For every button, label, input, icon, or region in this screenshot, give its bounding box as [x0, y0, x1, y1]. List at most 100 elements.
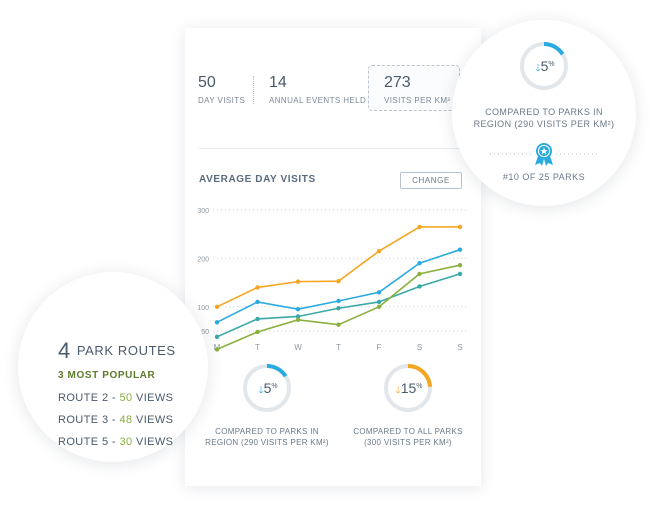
route-name: ROUTE 5 -	[58, 436, 120, 448]
stat-highlight-box[interactable]	[368, 65, 460, 111]
stat-annual-events: 14 ANNUAL EVENTS HELD	[269, 74, 366, 105]
average-day-visits-chart: 50100200300MTWTFSS	[197, 208, 468, 352]
donut-value: 5	[541, 58, 549, 74]
data-point	[295, 314, 301, 319]
chart-title: AVERAGE DAY VISITS	[199, 174, 316, 185]
data-point	[417, 261, 422, 266]
data-point	[336, 306, 341, 311]
route-name: ROUTE 2 -	[58, 392, 120, 404]
donut-arc	[243, 364, 291, 412]
region-comparison-callout: 🡓5% COMPARED TO PARKS IN REGION (290 VIS…	[452, 20, 636, 206]
donut-arc	[520, 42, 568, 90]
y-tick-label: 100	[197, 305, 209, 312]
donut-arc	[384, 364, 432, 412]
divider	[199, 148, 467, 149]
donut-value: 5	[264, 380, 272, 396]
data-point	[255, 285, 260, 290]
park-routes-callout: 4 PARK ROUTES 3 MOST POPULAR ROUTE 2 - 50…	[18, 272, 208, 462]
data-point	[295, 307, 301, 312]
stat-divider	[253, 76, 255, 104]
data-point	[295, 317, 301, 323]
data-point	[255, 329, 260, 335]
data-point	[457, 224, 463, 230]
data-point	[376, 304, 382, 309]
donut-chart: 🡓15%	[384, 364, 432, 412]
x-tick-label: T	[336, 343, 341, 352]
donut-caption-line-1: COMPARED TO PARKS IN	[215, 427, 319, 436]
data-point	[336, 298, 341, 304]
donut-chart: 🡓5%	[520, 42, 568, 90]
data-point	[214, 320, 220, 325]
data-point	[417, 284, 422, 289]
data-point	[255, 316, 260, 322]
donut-chart: 🡓5%	[243, 364, 291, 412]
park-rank: #10 OF 25 PARKS	[502, 172, 586, 182]
donut-label: 🡓5%	[258, 380, 277, 396]
award-divider	[490, 143, 598, 166]
routes-title-text: PARK ROUTES	[76, 343, 176, 358]
x-tick-label: T	[255, 343, 260, 352]
x-tick-label: F	[377, 343, 382, 352]
stat-label: VISITS PER KM²	[384, 96, 451, 105]
routes-count: 4	[58, 338, 71, 363]
stat-label: ANNUAL EVENTS HELD	[269, 96, 367, 105]
data-point	[376, 248, 382, 254]
data-point	[457, 262, 463, 268]
route-views-suffix: VIEWS	[132, 414, 174, 426]
donut-unit: %	[271, 383, 277, 390]
data-point	[214, 334, 220, 340]
data-point	[417, 224, 422, 230]
data-point	[336, 278, 341, 284]
donut-unit: %	[548, 61, 554, 68]
route-name: ROUTE 3 -	[58, 414, 120, 426]
down-arrow-icon: 🡓	[258, 385, 263, 396]
donut-label: 🡓15%	[395, 380, 422, 396]
routes-title: 4 PARK ROUTES	[58, 338, 176, 364]
down-arrow-icon: 🡓	[535, 63, 540, 74]
x-tick-label: W	[294, 343, 302, 352]
x-tick-label: S	[417, 343, 422, 352]
data-point	[457, 247, 463, 252]
route-views-suffix: VIEWS	[132, 392, 174, 404]
y-tick-label: 200	[197, 256, 209, 263]
donut-value: 15	[401, 380, 417, 396]
stat-label: DAY VISITS	[198, 96, 246, 105]
route-views-suffix: VIEWS	[132, 436, 174, 448]
stat-value: 50	[198, 74, 216, 91]
data-point	[255, 299, 260, 305]
routes-subtitle: 3 MOST POPULAR	[58, 370, 156, 381]
down-arrow-icon: 🡓	[395, 385, 400, 396]
donut-region: 🡓5% COMPARED TO PARKS IN REGION (290 VIS…	[199, 362, 335, 448]
stat-visits-per-km: 273 VISITS PER KM²	[384, 74, 451, 105]
data-point	[214, 347, 220, 352]
data-point	[376, 299, 382, 305]
change-button[interactable]: CHANGE	[400, 172, 462, 189]
route-item[interactable]: ROUTE 3 - 48 VIEWS	[58, 414, 173, 426]
data-point	[417, 271, 422, 277]
route-item[interactable]: ROUTE 2 - 50 VIEWS	[58, 392, 173, 404]
donut-all-parks: 🡓15% COMPARED TO ALL PARKS (300 VISITS P…	[335, 362, 481, 448]
route-views: 48	[119, 414, 133, 426]
donut-caption-line-1: COMPARED TO ALL PARKS	[353, 427, 463, 436]
x-tick-label: S	[457, 343, 462, 352]
data-point	[336, 322, 341, 327]
route-views: 30	[119, 436, 133, 448]
data-point	[295, 279, 301, 284]
stat-value: 14	[269, 74, 287, 91]
award-badge-icon	[535, 143, 553, 166]
route-views: 50	[119, 392, 133, 404]
route-item[interactable]: ROUTE 5 - 30 VIEWS	[58, 436, 173, 448]
data-point	[457, 271, 463, 277]
donut-label: 🡓5%	[535, 58, 554, 74]
data-point	[376, 290, 382, 295]
y-tick-label: 300	[197, 208, 209, 215]
region-caption-line-2: REGION (290 VISITS PER KM²)	[473, 119, 615, 129]
donut-caption-line-2: REGION (290 VISITS PER KM²)	[205, 438, 329, 447]
donut-caption-line-2: (300 VISITS PER KM²)	[364, 438, 452, 447]
region-caption-line-1: COMPARED TO PARKS IN	[485, 107, 603, 117]
data-point	[214, 304, 220, 309]
stat-day-visits: 50 DAY VISITS	[198, 74, 245, 105]
y-tick-label: 50	[201, 329, 209, 336]
series-line	[216, 226, 460, 308]
stat-value: 273	[384, 74, 411, 91]
